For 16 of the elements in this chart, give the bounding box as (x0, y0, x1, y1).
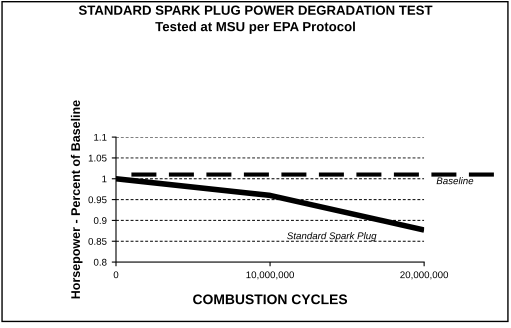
y-tick-label: 0.9 (94, 217, 107, 224)
x-axis-title: COMBUSTION CYCLES (193, 294, 348, 304)
x-tick-label: 0 (114, 271, 118, 278)
y-axis-title: Horsepower - Percent of Baseline (70, 100, 82, 298)
x-tick-label: 20,000,000 (400, 271, 448, 280)
y-tick-label: 0.95 (88, 196, 107, 204)
y-tick-label: 1 (102, 176, 106, 182)
series-label: Standard Spark Plug (287, 232, 376, 242)
y-tick-label: 0.8 (94, 258, 107, 266)
chart-title: STANDARD SPARK PLUG POWER DEGRADATION TEST (78, 6, 432, 15)
ref-line-label: Baseline (436, 177, 474, 184)
y-tick-label: 0.85 (88, 238, 107, 245)
chart-subtitle: Tested at MSU per EPA Protocol (155, 22, 355, 34)
y-tick-label: 1.05 (88, 154, 107, 162)
y-tick-label: 1.1 (94, 134, 106, 141)
x-tick-label: 10,000,000 (246, 271, 294, 280)
